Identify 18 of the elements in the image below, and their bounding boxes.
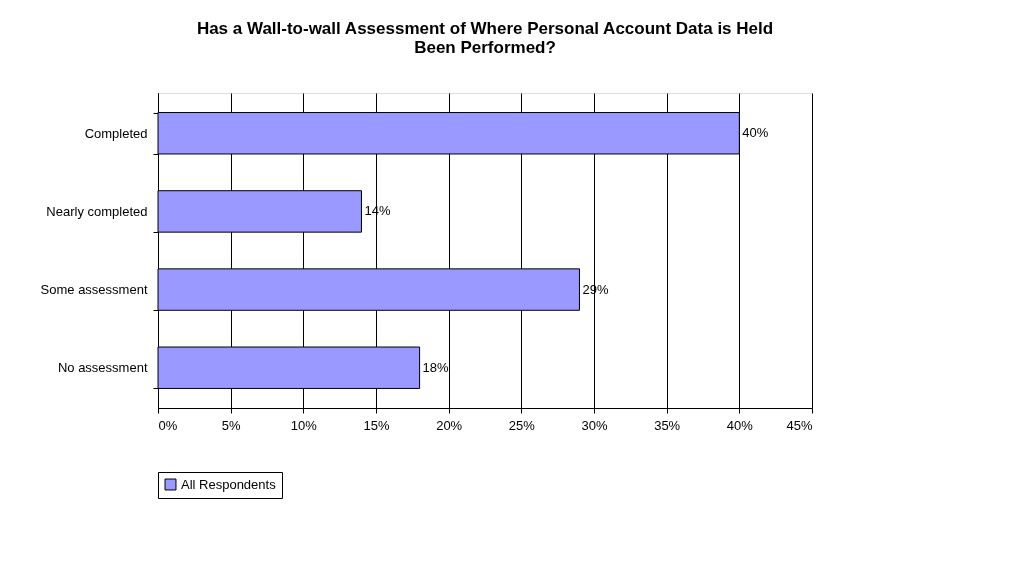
y-tick-label: Nearly completed (46, 203, 148, 219)
x-tick-label: 25% (508, 417, 536, 433)
x-tick-label: 10% (290, 417, 318, 433)
x-tick-label: 40% (726, 417, 754, 433)
legend-label: All Respondents (181, 476, 277, 492)
x-tick-label: 30% (581, 417, 608, 433)
y-tick-label: No assessment (57, 360, 148, 376)
x-tick-label: 5% (221, 417, 241, 433)
chart-title: Has a Wall-to-wall Assessment of Where Personal Account Data is Held Been Performed? (196, 19, 774, 57)
data-label: 18% (422, 359, 450, 375)
x-tick-label: 45% (786, 417, 813, 433)
x-tick-label: 20% (436, 417, 463, 433)
x-tick-label: 15% (363, 417, 390, 433)
data-label: 40% (742, 125, 769, 141)
x-tick-label: 0% (158, 417, 178, 433)
y-tick-label: Completed (84, 125, 148, 141)
x-tick-label: 35% (654, 417, 681, 433)
y-tick-label: Some assessment (40, 282, 148, 298)
